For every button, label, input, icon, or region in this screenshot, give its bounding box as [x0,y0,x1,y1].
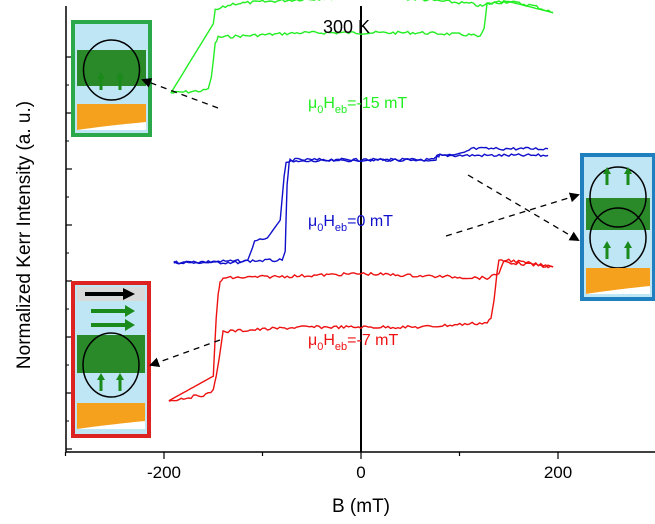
series-branch-upper [168,258,554,402]
up-arrow-head-icon [624,167,632,174]
up-arrow-head-icon [97,373,105,380]
series-1 [173,146,549,265]
dashed-arrow-blue-upper [445,192,580,237]
x-axis-label: B (mT) [332,496,390,517]
free-layer [77,86,146,102]
x-tick-label: 200 [544,463,572,482]
series-label: μ0Heb=-15 mT [308,95,407,116]
domain-ellipse [82,332,140,398]
up-arrow-head-icon [116,72,124,79]
up-arrow-head-icon [116,373,124,380]
pinned-layer [77,50,146,86]
inset-frame [580,153,655,301]
dashed-arrow-red [149,339,221,367]
domain-ellipse-upper [589,166,647,228]
dashed-arrow-green [141,78,219,109]
pinned-layer [586,198,650,230]
up-arrow-head-icon [603,241,611,248]
annotation-temperature: 300 K [323,17,370,37]
series-2 [168,258,554,402]
series-label: μ0Heb=-7 mT [308,332,399,353]
y-axis-label: Normalized Kerr Intensity (a. u.) [14,101,35,369]
series-labels: μ0Heb=-15 mT μ0Heb=0 mT μ0Heb=-7 mT [308,95,407,353]
substrate-edge [586,286,650,294]
right-arrow-head-icon [123,288,135,300]
axes [64,6,655,459]
up-arrow-head-icon [603,167,611,174]
up-arrow-head-icon [624,241,632,248]
insets [71,20,655,438]
series-branch-lower [168,259,554,402]
x-tick-label: 0 [356,463,365,482]
inset-right [580,153,655,301]
pinned-layer [77,335,145,373]
series-branch-lower [173,153,549,265]
up-arrow-head-icon [97,72,105,79]
series-branch-upper [173,146,549,265]
inset-top-left [71,20,152,137]
dashed-arrow-blue-lower [467,174,580,242]
right-arrow-head-icon [125,319,135,331]
inset-bottom-left [71,281,151,438]
substrate-edge [77,122,146,130]
substrate-edge [77,421,145,429]
series-0 [170,0,554,94]
series-layer [168,0,554,402]
series-label: μ0Heb=0 mT [308,213,393,234]
series-branch-upper [170,0,554,94]
inset-frame [71,281,151,438]
right-arrow-head-icon [125,305,135,317]
x-tick-labels: -200 0 200 [147,463,572,482]
dashed-arrows [141,78,580,367]
domain-ellipse [82,39,141,101]
x-tick-label: -200 [147,463,181,482]
